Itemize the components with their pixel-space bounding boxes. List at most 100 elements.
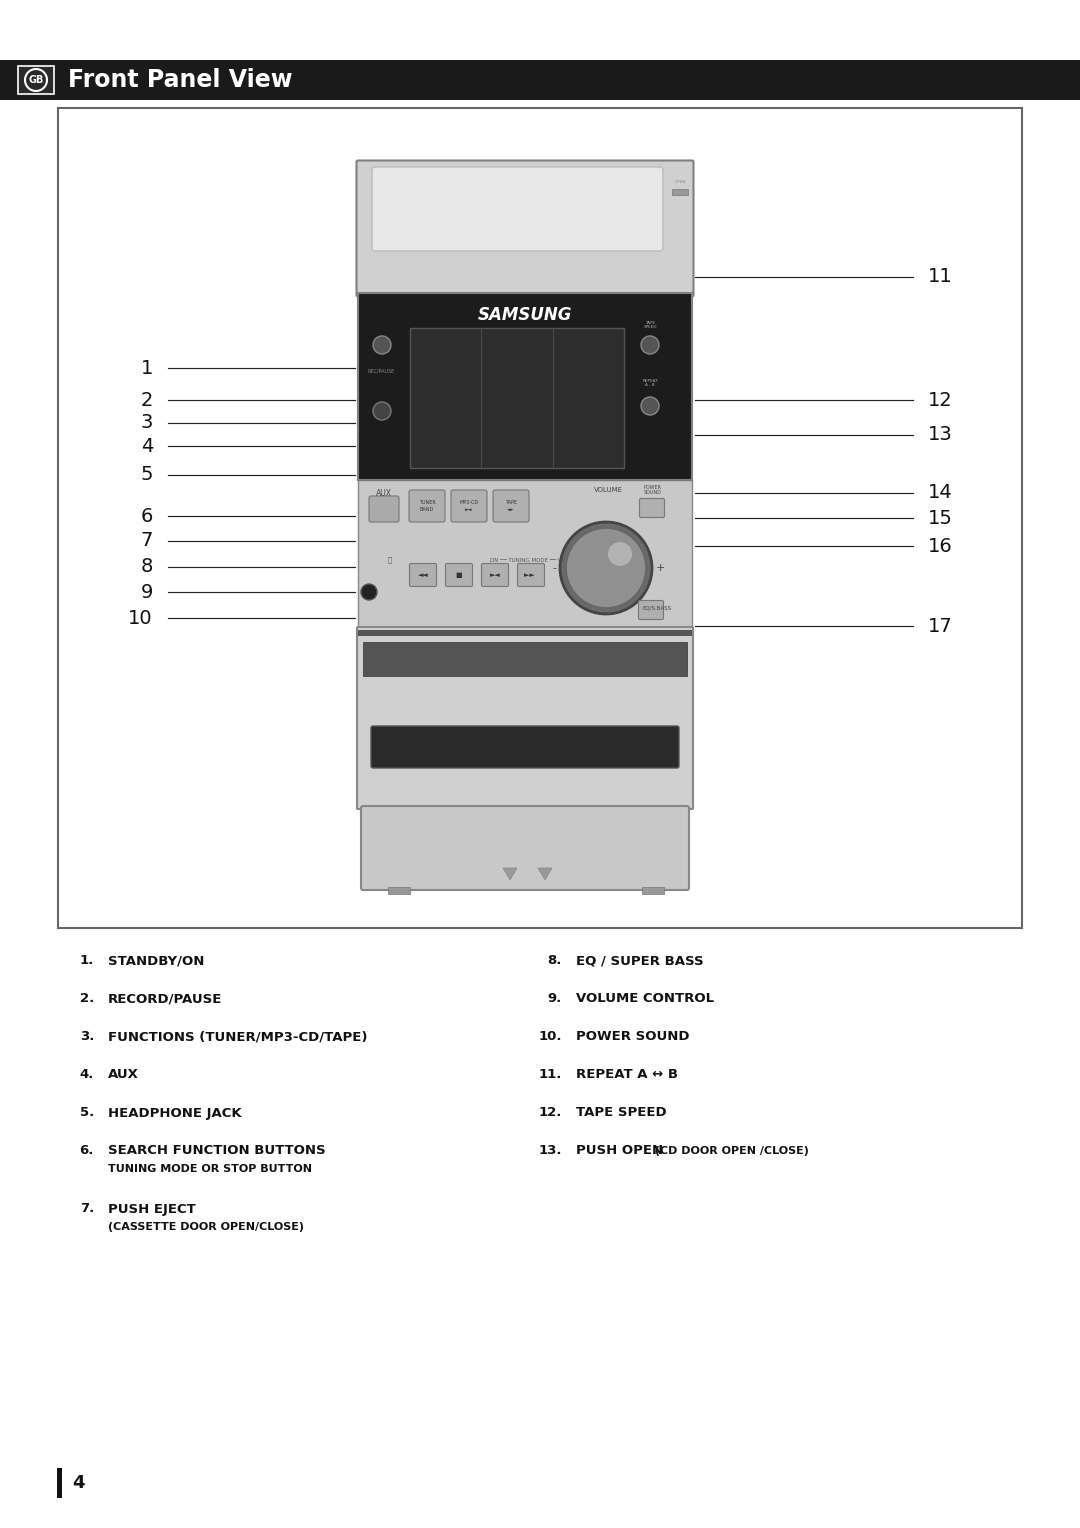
- Text: -: -: [552, 562, 556, 573]
- Text: 9.: 9.: [548, 993, 562, 1005]
- Text: PUSH OPEN: PUSH OPEN: [576, 1144, 663, 1158]
- Text: 7.: 7.: [80, 1203, 94, 1215]
- FancyBboxPatch shape: [638, 601, 663, 619]
- Text: 1.: 1.: [80, 955, 94, 967]
- Text: 10.: 10.: [539, 1030, 562, 1044]
- Circle shape: [561, 523, 652, 614]
- Text: 1: 1: [140, 359, 153, 377]
- Text: REC/PAUSE: REC/PAUSE: [368, 368, 395, 373]
- Text: TUNING MODE OR STOP BUTTON: TUNING MODE OR STOP BUTTON: [108, 1164, 312, 1174]
- Text: VOLUME CONTROL: VOLUME CONTROL: [576, 993, 714, 1005]
- Bar: [57, 1468, 62, 1497]
- Text: RECORD/PAUSE: RECORD/PAUSE: [108, 993, 222, 1005]
- Text: AUX: AUX: [376, 489, 392, 498]
- Text: 16: 16: [928, 536, 953, 556]
- Text: 6: 6: [140, 506, 153, 526]
- Text: (CASSETTE DOOR OPEN/CLOSE): (CASSETTE DOOR OPEN/CLOSE): [108, 1222, 303, 1232]
- FancyBboxPatch shape: [482, 564, 509, 587]
- Text: 15: 15: [928, 509, 953, 527]
- Text: VOLUME: VOLUME: [594, 487, 622, 494]
- Text: 12.: 12.: [539, 1106, 562, 1120]
- Text: STANDBY/ON: STANDBY/ON: [108, 955, 204, 967]
- Text: EQ / SUPER BASS: EQ / SUPER BASS: [576, 955, 704, 967]
- Text: TUNER
BAND: TUNER BAND: [419, 500, 435, 512]
- Text: 12: 12: [928, 391, 953, 410]
- Text: 6.: 6.: [80, 1144, 94, 1158]
- Text: 11.: 11.: [539, 1068, 562, 1082]
- Text: 2.: 2.: [80, 993, 94, 1005]
- Bar: [388, 886, 410, 894]
- Text: TAPE
◄►: TAPE ◄►: [505, 500, 517, 512]
- Text: TAPE
SPEED: TAPE SPEED: [644, 321, 657, 330]
- Bar: [357, 293, 692, 480]
- FancyBboxPatch shape: [372, 726, 679, 769]
- Bar: [18, 66, 54, 95]
- Circle shape: [608, 542, 632, 565]
- Text: HEADPHONE JACK: HEADPHONE JACK: [108, 1106, 242, 1120]
- Text: EQ/S.BASS: EQ/S.BASS: [643, 605, 672, 611]
- Text: SAMSUNG: SAMSUNG: [477, 306, 572, 324]
- Text: 2: 2: [140, 391, 153, 410]
- Text: 13.: 13.: [539, 1144, 562, 1158]
- Text: SEARCH FUNCTION BUTTONS: SEARCH FUNCTION BUTTONS: [108, 1144, 326, 1158]
- Text: PUSH EJECT: PUSH EJECT: [108, 1203, 195, 1215]
- Text: 7: 7: [140, 532, 153, 550]
- Text: +: +: [656, 562, 665, 573]
- Text: DN ── TUNING MODE ── UP: DN ── TUNING MODE ── UP: [490, 558, 566, 562]
- Bar: [672, 189, 688, 196]
- Text: 5.: 5.: [80, 1106, 94, 1120]
- FancyBboxPatch shape: [369, 497, 399, 523]
- Text: 5: 5: [140, 466, 153, 484]
- Text: OPEN: OPEN: [674, 180, 686, 183]
- FancyBboxPatch shape: [639, 498, 664, 518]
- Text: REPEAT A ↔ B: REPEAT A ↔ B: [576, 1068, 678, 1082]
- Text: 4.: 4.: [80, 1068, 94, 1082]
- FancyBboxPatch shape: [446, 564, 473, 587]
- Text: ►►: ►►: [525, 571, 538, 578]
- Text: POWER
SOUND: POWER SOUND: [644, 484, 662, 495]
- Text: 14: 14: [928, 483, 953, 503]
- Circle shape: [642, 336, 659, 354]
- Bar: [642, 886, 664, 894]
- Text: Front Panel View: Front Panel View: [68, 69, 293, 92]
- Text: (CD DOOR OPEN /CLOSE): (CD DOOR OPEN /CLOSE): [651, 1146, 809, 1157]
- FancyBboxPatch shape: [361, 805, 689, 889]
- Circle shape: [642, 397, 659, 416]
- Text: 🎧: 🎧: [388, 556, 392, 564]
- Text: 13: 13: [928, 425, 953, 445]
- Text: 11: 11: [928, 267, 953, 287]
- Circle shape: [361, 584, 377, 601]
- Text: ►◄: ►◄: [489, 571, 500, 578]
- Circle shape: [373, 402, 391, 420]
- Circle shape: [566, 529, 646, 608]
- Bar: [357, 630, 692, 636]
- FancyBboxPatch shape: [451, 490, 487, 523]
- Text: 17: 17: [928, 616, 953, 636]
- FancyBboxPatch shape: [517, 564, 544, 587]
- Text: ◄◄: ◄◄: [418, 571, 429, 578]
- Text: GB: GB: [28, 75, 43, 86]
- FancyBboxPatch shape: [372, 167, 663, 251]
- Bar: [58, 108, 1022, 927]
- Bar: [410, 329, 624, 468]
- FancyBboxPatch shape: [409, 564, 436, 587]
- Text: 3: 3: [140, 414, 153, 432]
- Text: 8.: 8.: [548, 955, 562, 967]
- FancyBboxPatch shape: [356, 160, 693, 296]
- FancyBboxPatch shape: [357, 626, 693, 808]
- Text: 10: 10: [129, 608, 153, 628]
- Polygon shape: [503, 868, 517, 880]
- Text: ■: ■: [456, 571, 462, 578]
- Text: MP3-CD
►◄: MP3-CD ►◄: [459, 500, 478, 512]
- FancyBboxPatch shape: [492, 490, 529, 523]
- Text: POWER SOUND: POWER SOUND: [576, 1030, 689, 1044]
- Text: 4: 4: [140, 437, 153, 455]
- Text: TAPE SPEED: TAPE SPEED: [576, 1106, 666, 1120]
- Text: FUNCTIONS (TUNER/MP3-CD/TAPE): FUNCTIONS (TUNER/MP3-CD/TAPE): [108, 1030, 367, 1044]
- Text: 9: 9: [140, 582, 153, 602]
- Polygon shape: [538, 868, 552, 880]
- Text: AUX: AUX: [108, 1068, 139, 1082]
- Bar: [357, 480, 692, 628]
- Bar: [363, 642, 687, 675]
- Text: 4: 4: [72, 1475, 84, 1491]
